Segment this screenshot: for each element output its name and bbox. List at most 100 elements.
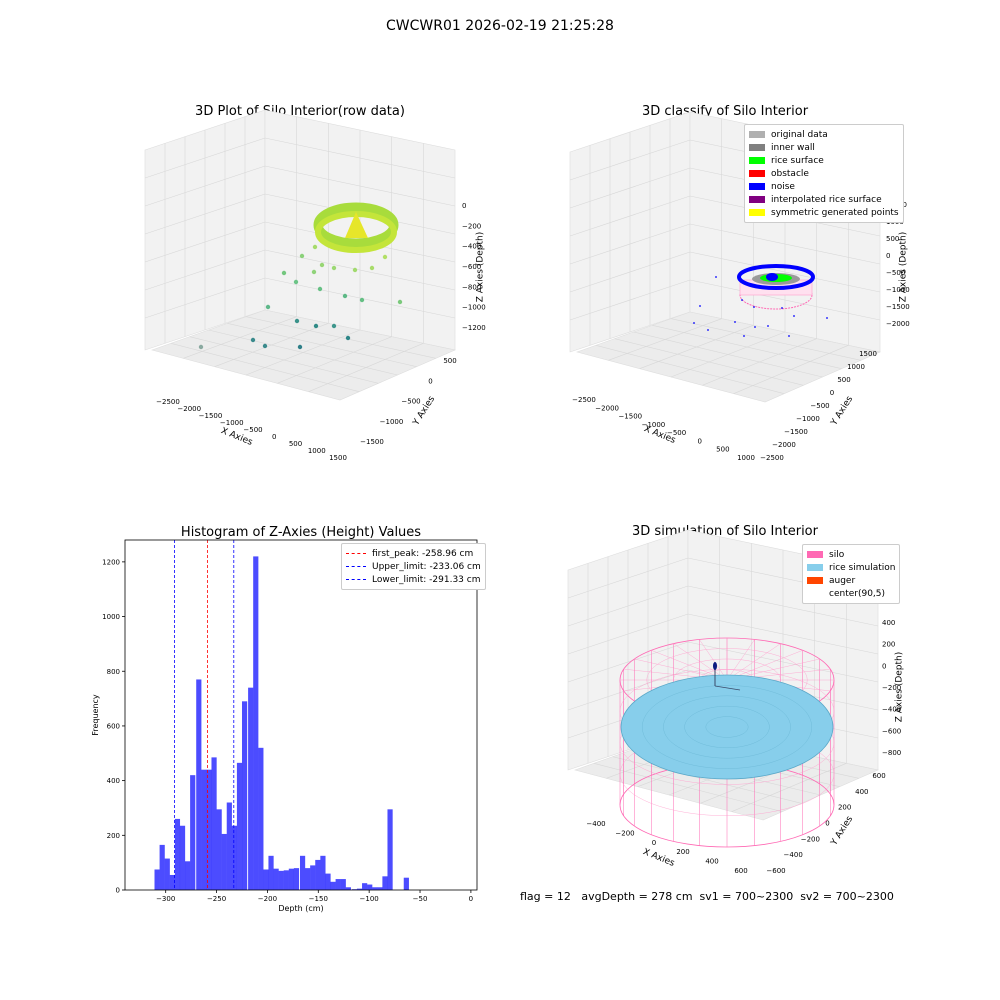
histogram-bar: [231, 825, 238, 890]
z-tick-label: −400: [462, 243, 481, 251]
data-point: [331, 323, 337, 329]
histogram-bar: [216, 809, 222, 890]
z-tick-label: 0: [462, 202, 466, 210]
legend-swatch: [749, 144, 765, 151]
legend-swatch: [749, 209, 765, 216]
legend-item: Lower_limit: -291.33 cm: [346, 573, 481, 586]
legend-label: Upper_limit: -233.06 cm: [372, 561, 481, 572]
x-tick-label: 1500: [329, 454, 347, 462]
x-tick-label: −300: [156, 895, 175, 903]
data-point: [317, 286, 323, 292]
y-tick-label: 1000: [847, 363, 865, 371]
noise-cluster: [766, 273, 778, 281]
simulation-z-axis-label: Z Axies (Depth): [894, 651, 905, 723]
z-tick-label: −1500: [886, 303, 910, 311]
x-tick-label: −400: [586, 820, 605, 828]
histogram-bar: [236, 762, 243, 890]
x-tick-label: −2500: [156, 398, 180, 406]
status-line: flag = 12 avgDepth = 278 cm sv1 = 700~23…: [520, 890, 894, 903]
x-tick-label: 1000: [737, 454, 755, 462]
legend-label: obstacle: [771, 168, 809, 179]
x-tick-label: 500: [289, 440, 302, 448]
z-tick-label: −200: [462, 222, 481, 230]
legend-label: inner wall: [771, 142, 815, 153]
z-tick-label: 0: [886, 252, 890, 260]
auger-center: [713, 662, 717, 670]
auger: [714, 685, 741, 691]
noise-ring: [737, 264, 815, 290]
y-tick-label: −1000: [380, 418, 404, 426]
histogram-bar: [305, 868, 311, 890]
histogram-bar: [293, 868, 300, 890]
data-point: [397, 299, 403, 305]
y-tick-label: 400: [107, 777, 120, 785]
histogram-bar: [159, 844, 165, 890]
rice-simulation: [620, 674, 834, 780]
x-tick-label: 400: [705, 858, 718, 866]
legend-item: first_peak: -258.96 cm: [346, 547, 481, 560]
histogram-title: Histogram of Z-Axies (Height) Values: [181, 525, 421, 540]
histogram-bar: [377, 887, 383, 890]
data-point: [311, 269, 317, 275]
histogram-bar: [367, 884, 373, 890]
histogram-bar: [226, 802, 232, 890]
data-point: [319, 262, 325, 268]
histogram-frame: [124, 539, 478, 891]
legend-label: original data: [771, 129, 828, 140]
z-tick-label: −800: [882, 749, 901, 757]
data-point: [299, 253, 305, 259]
simulation-legend: silo rice simulation auger center(90,5): [802, 544, 901, 604]
noise-point: [699, 305, 701, 307]
data-point: [297, 344, 303, 350]
noise-point: [788, 335, 790, 337]
histogram-bar: [190, 775, 196, 890]
x-tick-label: −100: [360, 895, 379, 903]
histogram-bar: [315, 859, 321, 890]
histogram-y-axis-label: Frequency: [91, 694, 100, 736]
histogram-bar: [185, 861, 191, 890]
x-tick-label: 0: [652, 839, 656, 847]
legend-swatch: [807, 590, 823, 597]
noise-point: [743, 335, 745, 337]
histogram-bar: [330, 881, 336, 890]
z-tick-label: 200: [882, 641, 895, 649]
histogram-legend: first_peak: -258.96 cm Upper_limit: -233.…: [341, 543, 486, 590]
y-tick-label: −500: [810, 402, 829, 410]
legend-swatch: [749, 131, 765, 138]
y-tick-label: 1500: [859, 350, 877, 358]
x-tick-label: 600: [734, 867, 747, 875]
y-tick-label: −500: [401, 398, 420, 406]
z-tick-label: −1000: [886, 286, 910, 294]
legend-item: symmetric generated points: [749, 206, 899, 219]
histogram-bar: [258, 747, 264, 890]
legend-label: noise: [771, 181, 795, 192]
histogram-bar: [253, 556, 259, 890]
legend-swatch: [346, 566, 366, 567]
data-point: [265, 304, 271, 310]
legend-item: obstacle: [749, 167, 899, 180]
grid-line: [246, 316, 436, 359]
data-point: [382, 254, 388, 260]
legend-item: silo: [807, 548, 895, 561]
histogram-bar: [268, 855, 274, 890]
data-point: [293, 279, 299, 285]
legend-swatch: [749, 157, 765, 164]
raw-plot-title: 3D Plot of Silo Interior(row data): [195, 104, 405, 119]
data-point: [342, 293, 348, 299]
legend-item: noise: [749, 180, 899, 193]
data-point: [262, 343, 268, 349]
legend-label: silo: [829, 549, 845, 560]
x-tick-label: −1000: [220, 419, 244, 427]
histogram-bar: [362, 883, 368, 890]
legend-swatch: [346, 553, 366, 554]
x-tick-label: −2500: [572, 396, 596, 404]
y-tick-label: 0: [830, 389, 834, 397]
x-tick-label: −1500: [618, 413, 642, 421]
y-tick-label: 0: [428, 377, 432, 385]
x-tick-label: 200: [676, 848, 689, 856]
x-tick-label: −500: [243, 426, 262, 434]
x-tick-label: −250: [207, 895, 226, 903]
histogram-bar: [325, 873, 331, 890]
histogram-bar: [273, 868, 279, 890]
